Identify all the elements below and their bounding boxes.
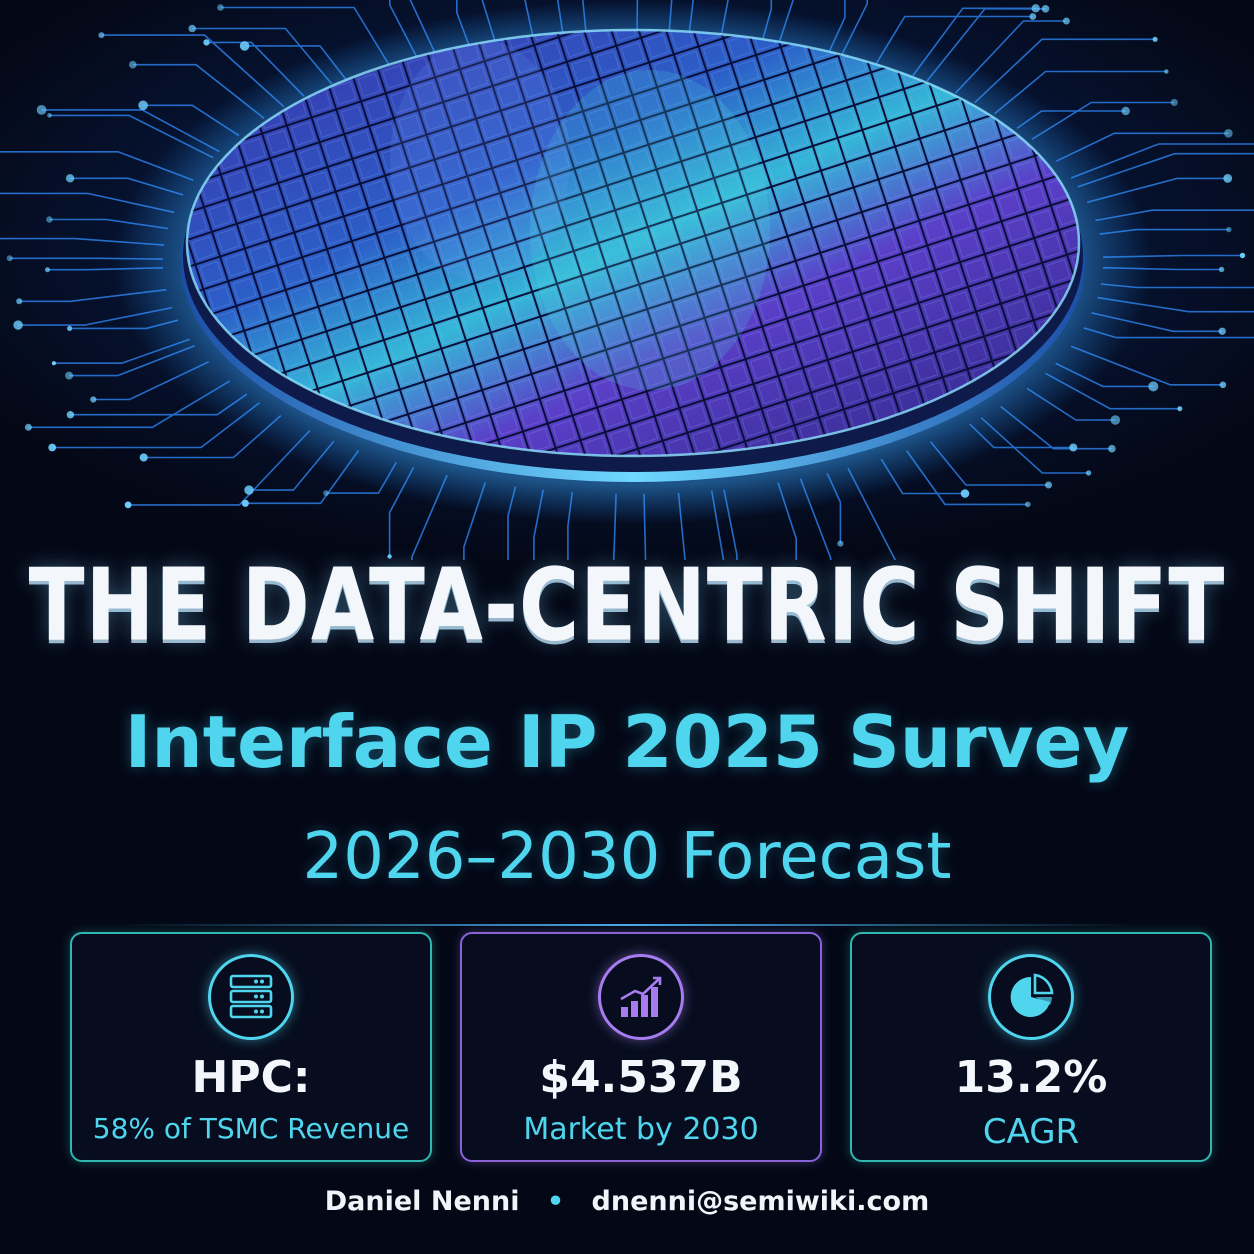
circuit-node <box>6 255 13 262</box>
circuit-node <box>66 411 75 419</box>
stat-card-cagr: 13.2% CAGR <box>850 932 1212 1162</box>
circuit-node <box>1218 327 1226 335</box>
circuit-node <box>47 113 52 118</box>
circuit-node <box>1025 501 1031 508</box>
circuit-node <box>139 453 148 462</box>
cagr-label: CAGR <box>982 1112 1080 1152</box>
circuit-node <box>1223 174 1233 183</box>
circuit-node <box>1177 406 1183 412</box>
circuit-node <box>217 4 224 11</box>
circuit-node <box>51 361 57 366</box>
circuit-node <box>387 554 392 559</box>
circuit-trace <box>847 467 897 560</box>
circuit-node <box>1219 381 1227 389</box>
circuit-node <box>90 396 97 403</box>
stat-card-market: $4.537B Market by 2030 <box>460 932 822 1162</box>
circuit-node <box>48 443 57 452</box>
circuit-node <box>46 216 53 223</box>
circuit-node <box>124 501 132 509</box>
circuit-node <box>67 325 73 331</box>
subtitle: Interface IP 2025 Survey <box>124 700 1130 784</box>
forecast-subtitle: 2026–2030 Forecast <box>302 820 952 894</box>
divider-glow <box>120 924 1134 926</box>
circuit-node <box>1148 381 1159 392</box>
wafer-hero-image <box>0 0 1254 560</box>
server-icon <box>208 954 294 1040</box>
circuit-node <box>1045 481 1052 489</box>
circuit-node <box>837 540 844 547</box>
stat-card-hpc: HPC: 58% of TSMC Revenue <box>70 932 432 1162</box>
circuit-node <box>138 100 148 111</box>
circuit-trace <box>643 493 647 560</box>
market-value: $4.537B <box>539 1052 743 1103</box>
circuit-node <box>1029 13 1037 20</box>
circuit-node <box>203 39 210 46</box>
circuit-node <box>36 105 47 115</box>
circuit-node <box>1121 106 1130 116</box>
pie-chart-icon <box>988 954 1074 1040</box>
main-title: THE DATA-CENTRIC SHIFT <box>28 548 1226 664</box>
circuit-node <box>239 41 250 51</box>
circuit-node <box>960 489 970 498</box>
circuit-node <box>1108 444 1116 453</box>
circuit-node <box>45 267 50 273</box>
circuit-node <box>129 60 137 69</box>
circuit-node <box>1239 252 1246 259</box>
circuit-node <box>1170 98 1178 107</box>
growth-chart-icon <box>598 954 684 1040</box>
circuit-node <box>1226 226 1232 233</box>
circuit-node <box>1152 36 1158 42</box>
circuit-node <box>65 371 74 380</box>
cagr-value: 13.2% <box>954 1052 1108 1103</box>
circuit-node <box>1062 17 1070 25</box>
circuit-node <box>1110 415 1121 425</box>
circuit-node <box>65 174 75 183</box>
circuit-node <box>323 490 329 496</box>
market-label: Market by 2030 <box>523 1112 759 1147</box>
separator-dot: • <box>546 1186 565 1217</box>
hpc-label: 58% of TSMC Revenue <box>92 1112 410 1145</box>
circuit-node <box>1085 470 1092 476</box>
circuit-node <box>1069 443 1078 452</box>
circuit-node <box>98 32 105 39</box>
circuit-node <box>1218 266 1225 273</box>
circuit-node <box>16 298 23 305</box>
author-name: Daniel Nenni <box>324 1186 520 1217</box>
circuit-node <box>24 423 32 431</box>
circuit-node <box>241 499 249 507</box>
circuit-node <box>1031 4 1040 13</box>
circuit-node <box>188 24 196 33</box>
circuit-node <box>1224 129 1233 138</box>
circuit-node <box>1164 69 1169 74</box>
footer-byline: Daniel Nenni • dnenni@semiwiki.com <box>0 1186 1254 1217</box>
author-email[interactable]: dnenni@semiwiki.com <box>591 1186 930 1217</box>
circuit-node <box>1041 5 1050 13</box>
circuit-trace <box>710 490 725 560</box>
hpc-value: HPC: <box>191 1052 311 1103</box>
circuit-node <box>244 485 254 495</box>
circuit-node <box>13 320 23 330</box>
